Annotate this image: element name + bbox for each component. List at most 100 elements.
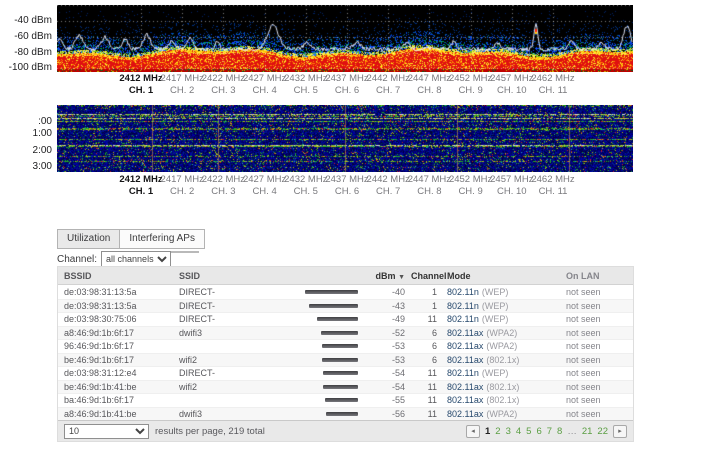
on-lan-value: not seen	[566, 381, 601, 392]
page-link-2[interactable]: 2	[495, 425, 501, 437]
table-row[interactable]: de:03:98:31:12:e4 DIRECT- -54 11 802.11n (WEP…	[58, 366, 633, 380]
channel-select[interactable]: all channels	[101, 251, 172, 267]
signal-strength-bar	[323, 384, 358, 389]
column-header-channel[interactable]: Channel	[411, 270, 447, 281]
waterfall-time-tick: 2:00	[32, 145, 52, 156]
waterfall-freq-tick: 2412 MHz	[119, 174, 163, 185]
ssid-cell: wifi2	[179, 354, 198, 365]
page-link-7[interactable]: 7	[546, 425, 553, 437]
ssid-cell: wifi2	[179, 381, 198, 392]
mode-security: (802.1x)	[486, 381, 520, 392]
waterfall-channel-tick: CH. 11	[538, 186, 568, 197]
waterfall-channel-tick: CH. 4	[252, 186, 277, 197]
signal-bar-cell	[291, 408, 361, 421]
on-lan-value: not seen	[566, 327, 601, 338]
bssid-cell: a8:46:9d:1b:6f:17	[64, 327, 135, 338]
signal-strength-bar	[325, 398, 358, 403]
mode-cell: 802.11n (WEP)	[441, 301, 566, 311]
spectrum-freq-tick: 2412 MHz	[119, 73, 163, 84]
page-link-8[interactable]: 8	[557, 425, 563, 437]
next-page-button[interactable]: ▸	[613, 424, 627, 438]
interfering-aps-table: BSSID SSID dBm ▼ Channel Mode On LAN de:…	[57, 266, 634, 442]
page-link-5[interactable]: 5	[526, 425, 532, 437]
spectrum-freq-tick: 2427 MHz	[242, 73, 287, 84]
page-link-1[interactable]: 1	[484, 425, 491, 437]
on-lan-value: not seen	[566, 395, 601, 406]
table-row[interactable]: 96:46:9d:1b:6f:17 -53 6 802.11ax (WPA2) not s…	[58, 339, 633, 353]
ssid-cell: DIRECT-	[179, 314, 215, 325]
table-row[interactable]: be:46:9d:1b:41:be wifi2 -54 11 802.11ax (802.…	[58, 379, 633, 393]
table-row[interactable]: ba:46:9d:1b:6f:17 -55 11 802.11ax (802.1x) no…	[58, 393, 633, 407]
column-header-dbm[interactable]: dBm ▼	[291, 271, 411, 281]
dbm-value: -54	[391, 381, 405, 392]
spectrum-channel-tick: CH. 3	[211, 85, 236, 96]
waterfall-time-tick: 3:00	[32, 161, 52, 172]
channel-value: 1	[431, 300, 437, 311]
prev-page-button[interactable]: ◂	[465, 424, 480, 438]
waterfall-freq-tick: 2417 MHz	[160, 174, 204, 185]
dbm-value: -53	[391, 354, 405, 365]
mode-protocol: 802.11ax	[447, 327, 484, 338]
mode-security: (WEP)	[481, 286, 509, 297]
mode-security: (WEP)	[481, 300, 509, 311]
spectrum-freq-tick: 2457 MHz	[490, 73, 534, 84]
channel-value: 6	[431, 327, 437, 338]
spectrum-channel-tick: CH. 2	[170, 85, 195, 96]
on-lan-value: not seen	[566, 354, 601, 365]
page-link-21[interactable]: 21	[581, 425, 593, 437]
channel-value: 11	[427, 368, 437, 379]
waterfall-freq-tick: 2437 MHz	[325, 174, 369, 185]
bssid-cell: de:03:98:31:12:e4	[64, 368, 137, 379]
tab-interfering-aps[interactable]: Interfering APs	[120, 229, 205, 253]
dbm-value: -56	[391, 408, 405, 419]
page-size-select[interactable]: 10	[64, 423, 149, 439]
spectrum-channel-tick: CH. 5	[293, 85, 318, 96]
column-header-on-lan[interactable]: On LAN	[566, 270, 600, 281]
spectrum-channel-tick: CH. 9	[458, 85, 483, 96]
mode-cell: 802.11ax (WPA2)	[441, 341, 566, 351]
page-link-3[interactable]: 3	[505, 425, 511, 437]
mode-protocol: 802.11ax	[447, 381, 484, 392]
page-link-6[interactable]: 6	[536, 425, 542, 437]
page-link-4[interactable]: 4	[515, 425, 522, 437]
column-header-bssid[interactable]: BSSID	[64, 270, 92, 281]
table-row[interactable]: de:03:98:31:13:5a DIRECT- -43 1 802.11n (WEP)…	[58, 298, 633, 312]
on-lan-value: not seen	[566, 368, 601, 379]
spectrum-channel-tick: CH. 11	[538, 85, 568, 96]
table-row[interactable]: de:03:98:30:75:06 DIRECT- -49 11 802.11n (WEP…	[58, 312, 633, 326]
tab-utilization[interactable]: Utilization	[57, 229, 121, 249]
waterfall-channel-tick: CH. 7	[376, 186, 401, 197]
waterfall-channel-tick: CH. 10	[497, 186, 527, 197]
mode-protocol: 802.11ax	[447, 408, 484, 419]
column-header-ssid[interactable]: SSID	[179, 270, 201, 281]
page-link-22[interactable]: 22	[597, 425, 608, 437]
spectrum-freq-tick: 2452 MHz	[448, 73, 493, 84]
signal-bar-cell	[291, 394, 361, 407]
table-row[interactable]: a8:46:9d:1b:6f:17 dwifi3 -52 6 802.11ax (WPA2…	[58, 325, 633, 339]
waterfall-freq-tick: 2452 MHz	[448, 174, 493, 185]
on-lan-value: not seen	[566, 314, 601, 325]
waterfall-channel-tick: CH. 1	[128, 186, 154, 197]
mode-cell: 802.11ax (WPA2)	[441, 328, 566, 338]
signal-bar-cell	[291, 367, 361, 380]
mode-protocol: 802.11n	[447, 286, 479, 297]
channel-value: 11	[427, 408, 437, 419]
bssid-cell: be:46:9d:1b:6f:17	[64, 354, 135, 365]
signal-bar-cell	[291, 285, 361, 299]
column-header-mode[interactable]: Mode	[447, 270, 471, 281]
signal-strength-bar	[323, 371, 358, 376]
mode-protocol: 802.11ax	[447, 354, 484, 365]
table-row[interactable]: be:46:9d:1b:6f:17 wifi2 -53 6 802.11ax (802.1…	[58, 352, 633, 366]
ssid-cell: dwifi3	[179, 408, 203, 419]
mode-protocol: 802.11n	[447, 368, 479, 379]
bssid-cell: a8:46:9d:1b:41:be	[64, 408, 137, 419]
dbm-value: -52	[391, 327, 405, 338]
signal-strength-bar	[321, 330, 358, 335]
ssid-cell: dwifi3	[179, 327, 203, 338]
mode-security: (WEP)	[481, 368, 509, 379]
table-row[interactable]: de:03:98:31:13:5a DIRECT- -40 1 802.11n (WEP)…	[58, 285, 633, 299]
mode-security: (WEP)	[481, 314, 509, 325]
table-row[interactable]: a8:46:9d:1b:41:be dwifi3 -56 11 802.11ax (WPA…	[58, 406, 633, 421]
bssid-cell: de:03:98:30:75:06	[64, 314, 137, 325]
